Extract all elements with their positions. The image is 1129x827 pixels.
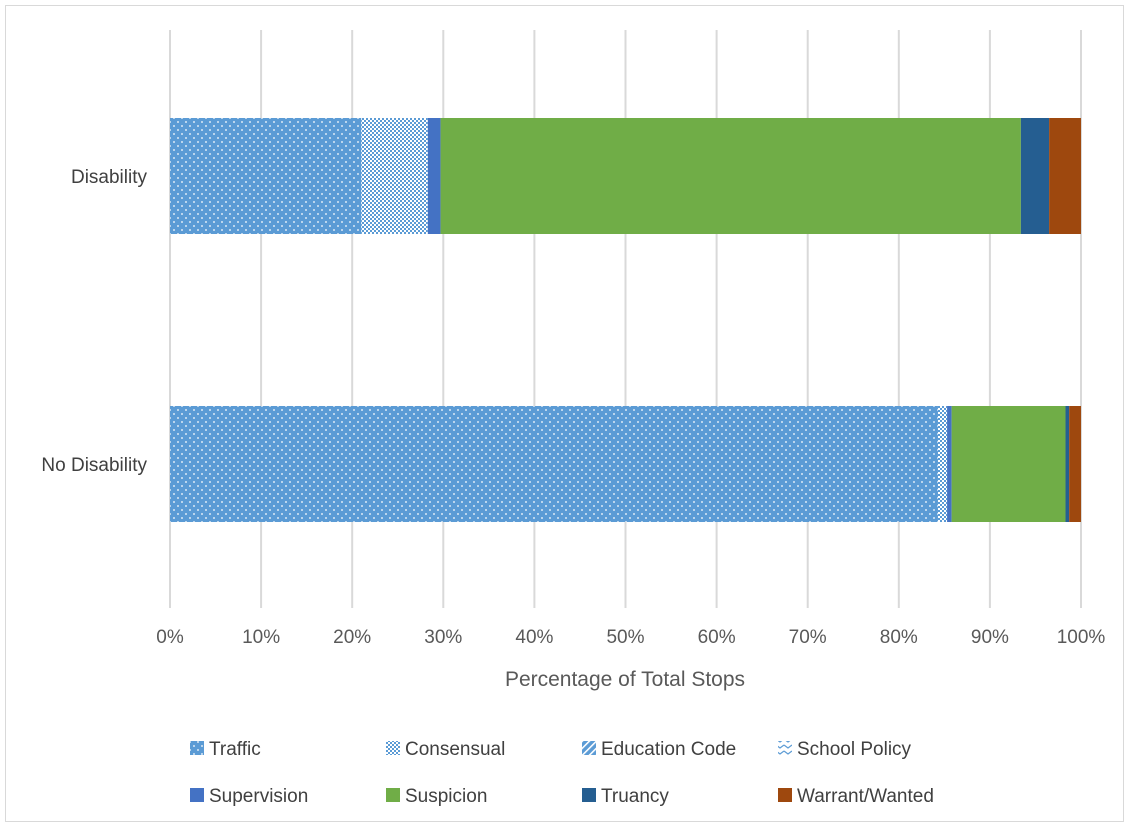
category-label: Disability: [71, 167, 148, 188]
legend-label: Supervision: [209, 786, 308, 807]
x-tick-label: 30%: [424, 627, 462, 648]
category-label: No Disability: [41, 455, 147, 476]
legend-swatch: [386, 741, 400, 755]
legend-swatch: [582, 741, 596, 755]
x-tick-label: 70%: [789, 627, 827, 648]
legend-label: Warrant/Wanted: [797, 786, 934, 807]
legend-swatch: [582, 788, 596, 802]
legend-label: School Policy: [797, 739, 912, 760]
legend-label: Education Code: [601, 739, 736, 760]
x-tick-label: 40%: [515, 627, 553, 648]
x-tick-label: 0%: [156, 627, 184, 648]
bar-segment-supervision: [427, 118, 441, 234]
legend-label: Consensual: [405, 739, 505, 760]
bar-segment-truancy: [1020, 118, 1050, 234]
bar-segment-supervision: [947, 406, 952, 522]
legend-label: Traffic: [209, 739, 261, 760]
x-tick-label: 90%: [971, 627, 1009, 648]
bar-segment-suspicion: [440, 118, 1021, 234]
bar-segment-consensual: [361, 118, 428, 234]
bar-segment-consensual: [937, 406, 948, 522]
legend-swatch: [190, 788, 204, 802]
legend-swatch: [190, 741, 204, 755]
x-tick-label: 50%: [606, 627, 644, 648]
category-labels: Disability No Disability: [41, 167, 147, 476]
bar-segment-warrant-wanted: [1049, 118, 1081, 234]
bar-segment-traffic: [170, 118, 362, 234]
bar-segment-traffic: [170, 406, 938, 522]
x-axis-title: Percentage of Total Stops: [505, 668, 745, 691]
bar-segment-truancy: [1065, 406, 1070, 522]
x-tick-label: 100%: [1057, 627, 1106, 648]
legend-label: Suspicion: [405, 786, 487, 807]
x-tick-label: 10%: [242, 627, 280, 648]
legend-swatch: [778, 788, 792, 802]
bar-segment-suspicion: [951, 406, 1066, 522]
legend-swatch: [778, 741, 792, 755]
x-tick-labels: 0% 10% 20% 30% 40% 50% 60% 70% 80% 90% 100%: [156, 627, 1105, 648]
x-tick-label: 60%: [698, 627, 736, 648]
legend-label: Truancy: [601, 786, 669, 807]
x-tick-label: 80%: [880, 627, 918, 648]
legend: Traffic Consensual Education Code School Po…: [190, 739, 934, 807]
legend-swatch: [386, 788, 400, 802]
bar-segment-warrant-wanted: [1069, 406, 1081, 522]
x-tick-label: 20%: [333, 627, 371, 648]
bars: [170, 118, 1081, 522]
